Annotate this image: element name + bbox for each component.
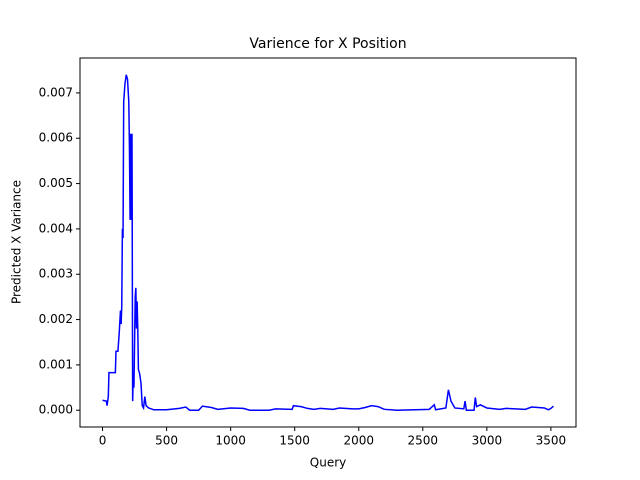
y-tick-label: 0.004: [39, 221, 73, 235]
x-tick-label: 0: [99, 434, 107, 448]
y-tick-label: 0.007: [39, 85, 73, 99]
chart-title: Varience for X Position: [249, 36, 406, 52]
y-tick-label: 0.005: [39, 176, 73, 190]
y-tick-label: 0.003: [39, 267, 73, 281]
y-tick-label: 0.006: [39, 131, 73, 145]
y-axis-label: Predicted X Variance: [10, 180, 24, 304]
y-tick-label: 0.002: [39, 312, 73, 326]
y-tick-label: 0.001: [39, 357, 73, 371]
data-line: [102, 74, 554, 411]
x-tick-label: 500: [155, 434, 178, 448]
x-tick-label: 3000: [472, 434, 503, 448]
y-tick-label: 0.000: [39, 403, 73, 417]
plot-frame: [79, 57, 577, 428]
x-axis-label: Query: [310, 456, 346, 470]
x-tick-label: 2500: [408, 434, 439, 448]
x-tick-label: 1000: [215, 434, 246, 448]
x-tick-label: 3500: [536, 434, 567, 448]
x-tick-label: 1500: [279, 434, 310, 448]
x-tick-label: 2000: [343, 434, 374, 448]
